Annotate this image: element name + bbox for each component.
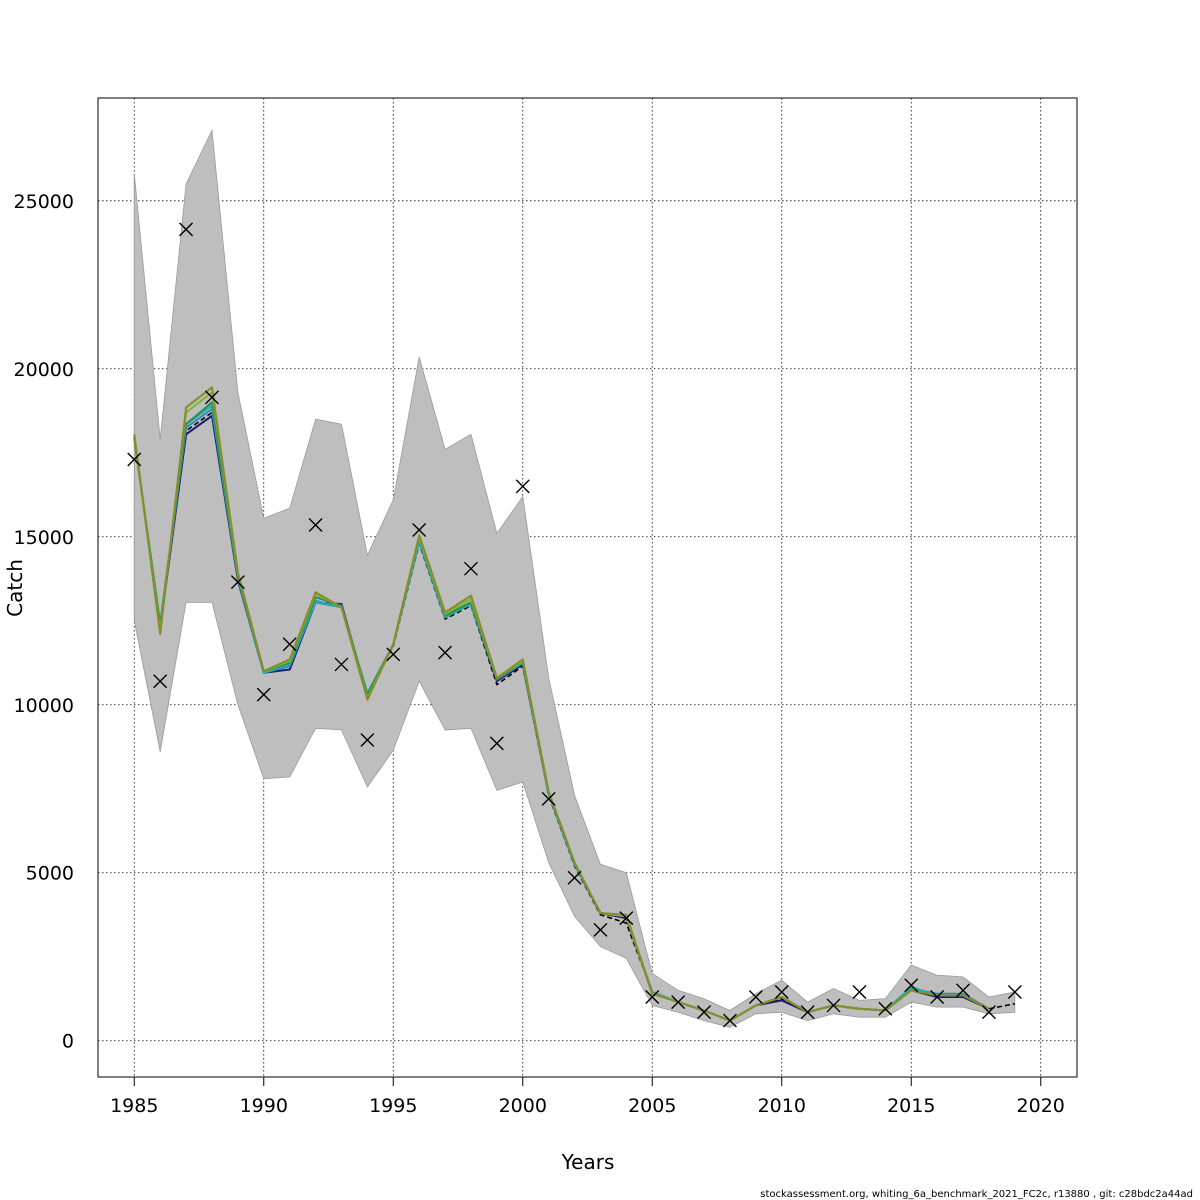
observed-point-stroke	[256, 687, 271, 702]
observed-point	[308, 518, 323, 533]
observed-point	[386, 647, 401, 662]
observed-point-stroke	[463, 561, 478, 576]
observed-point	[826, 998, 841, 1013]
observed-point	[852, 985, 867, 999]
observed-point	[722, 1013, 737, 1028]
observed-point-stroke	[179, 222, 194, 237]
observed-point-stroke	[593, 922, 608, 937]
series-lines-layer	[133, 386, 1015, 1022]
observed-point	[412, 523, 427, 538]
observed-point	[515, 479, 530, 494]
observed-point	[981, 1005, 996, 1020]
observed-point	[256, 687, 271, 702]
observed-point	[904, 978, 919, 993]
observed-point	[230, 575, 245, 590]
observed-point-stroke	[930, 990, 945, 1005]
y-axis-title: Catch	[3, 559, 27, 617]
observed-point-stroke	[774, 985, 789, 999]
observed-point	[956, 983, 971, 998]
y-tick-label: 5000	[26, 863, 74, 885]
y-tick-label: 15000	[14, 527, 74, 549]
observed-point-stroke	[956, 983, 971, 998]
observed-point-stroke	[334, 657, 349, 672]
observed-point-stroke	[127, 452, 142, 467]
observed-point	[748, 990, 763, 1005]
observed-point	[567, 870, 582, 885]
observed-point	[463, 561, 478, 576]
observed-point	[774, 985, 789, 999]
y-tick-label: 0	[62, 1031, 74, 1053]
observed-point	[593, 922, 608, 937]
x-tick-label: 2010	[758, 1095, 806, 1117]
series-line-7	[133, 386, 990, 1022]
observed-point-stroke	[438, 645, 453, 660]
observed-point	[127, 452, 142, 467]
confidence-band-layer	[133, 128, 1016, 1028]
observed-point-stroke	[308, 518, 323, 533]
observed-point	[179, 222, 194, 237]
x-tick-label: 2005	[628, 1095, 676, 1117]
confidence-band	[133, 128, 1016, 1028]
observed-point-stroke	[722, 1013, 737, 1028]
observed-point-stroke	[800, 1005, 815, 1020]
x-axis-title: Years	[561, 1150, 615, 1174]
x-tick-label: 2020	[1017, 1095, 1065, 1117]
observed-point	[671, 995, 686, 1010]
observed-point-stroke	[619, 911, 634, 926]
x-tick-label: 1995	[369, 1095, 417, 1117]
observed-point-stroke	[541, 791, 556, 806]
y-tick-label: 25000	[14, 191, 74, 213]
observed-point-stroke	[645, 990, 660, 1005]
axes-layer: 1985 1990 1995 2000 2005 2010 2015 2020 0 5000 100…	[14, 191, 1065, 1117]
x-tick-label: 1985	[110, 1095, 158, 1117]
observed-point-stroke	[515, 479, 530, 494]
observed-point	[800, 1005, 815, 1020]
observed-point	[360, 733, 375, 748]
x-tick-label: 2000	[499, 1095, 547, 1117]
x-tick-label: 2015	[887, 1095, 935, 1117]
observed-point-stroke	[878, 1001, 893, 1016]
observed-point	[153, 674, 168, 689]
observed-point-stroke	[153, 674, 168, 689]
observed-point-stroke	[282, 637, 297, 652]
observed-point-stroke	[748, 990, 763, 1005]
observed-point	[619, 911, 634, 926]
observed-point-stroke	[412, 523, 427, 538]
observed-point	[697, 1005, 712, 1020]
observed-point	[204, 390, 219, 405]
observed-point-stroke	[489, 736, 504, 751]
plot-frame	[97, 97, 1078, 1078]
observed-point	[930, 990, 945, 1005]
observed-point-stroke	[981, 1005, 996, 1020]
observed-point-stroke	[697, 1005, 712, 1020]
observed-point	[645, 990, 660, 1005]
observed-point	[438, 645, 453, 660]
observed-point-stroke	[671, 995, 686, 1010]
observed-point-stroke	[1007, 985, 1022, 999]
observed-point-stroke	[204, 390, 219, 405]
observed-point-stroke	[360, 733, 375, 748]
observed-point-stroke	[386, 647, 401, 662]
observed-point-stroke	[567, 870, 582, 885]
observed-point	[489, 736, 504, 751]
footer-note: stockassessment.org, whiting_6a_benchmar…	[760, 1189, 1193, 1200]
observed-point-stroke	[826, 998, 841, 1013]
y-tick-label: 10000	[14, 695, 74, 717]
observed-point-stroke	[852, 985, 867, 999]
observed-point	[334, 657, 349, 672]
observed-point-stroke	[904, 978, 919, 993]
observed-point	[282, 637, 297, 652]
observed-point	[1007, 985, 1022, 999]
x-tick-label: 1990	[240, 1095, 288, 1117]
observed-markers-layer	[127, 222, 1022, 1028]
observed-point	[878, 1001, 893, 1016]
observed-point	[541, 791, 556, 806]
observed-point-stroke	[230, 575, 245, 590]
y-tick-label: 20000	[14, 359, 74, 381]
